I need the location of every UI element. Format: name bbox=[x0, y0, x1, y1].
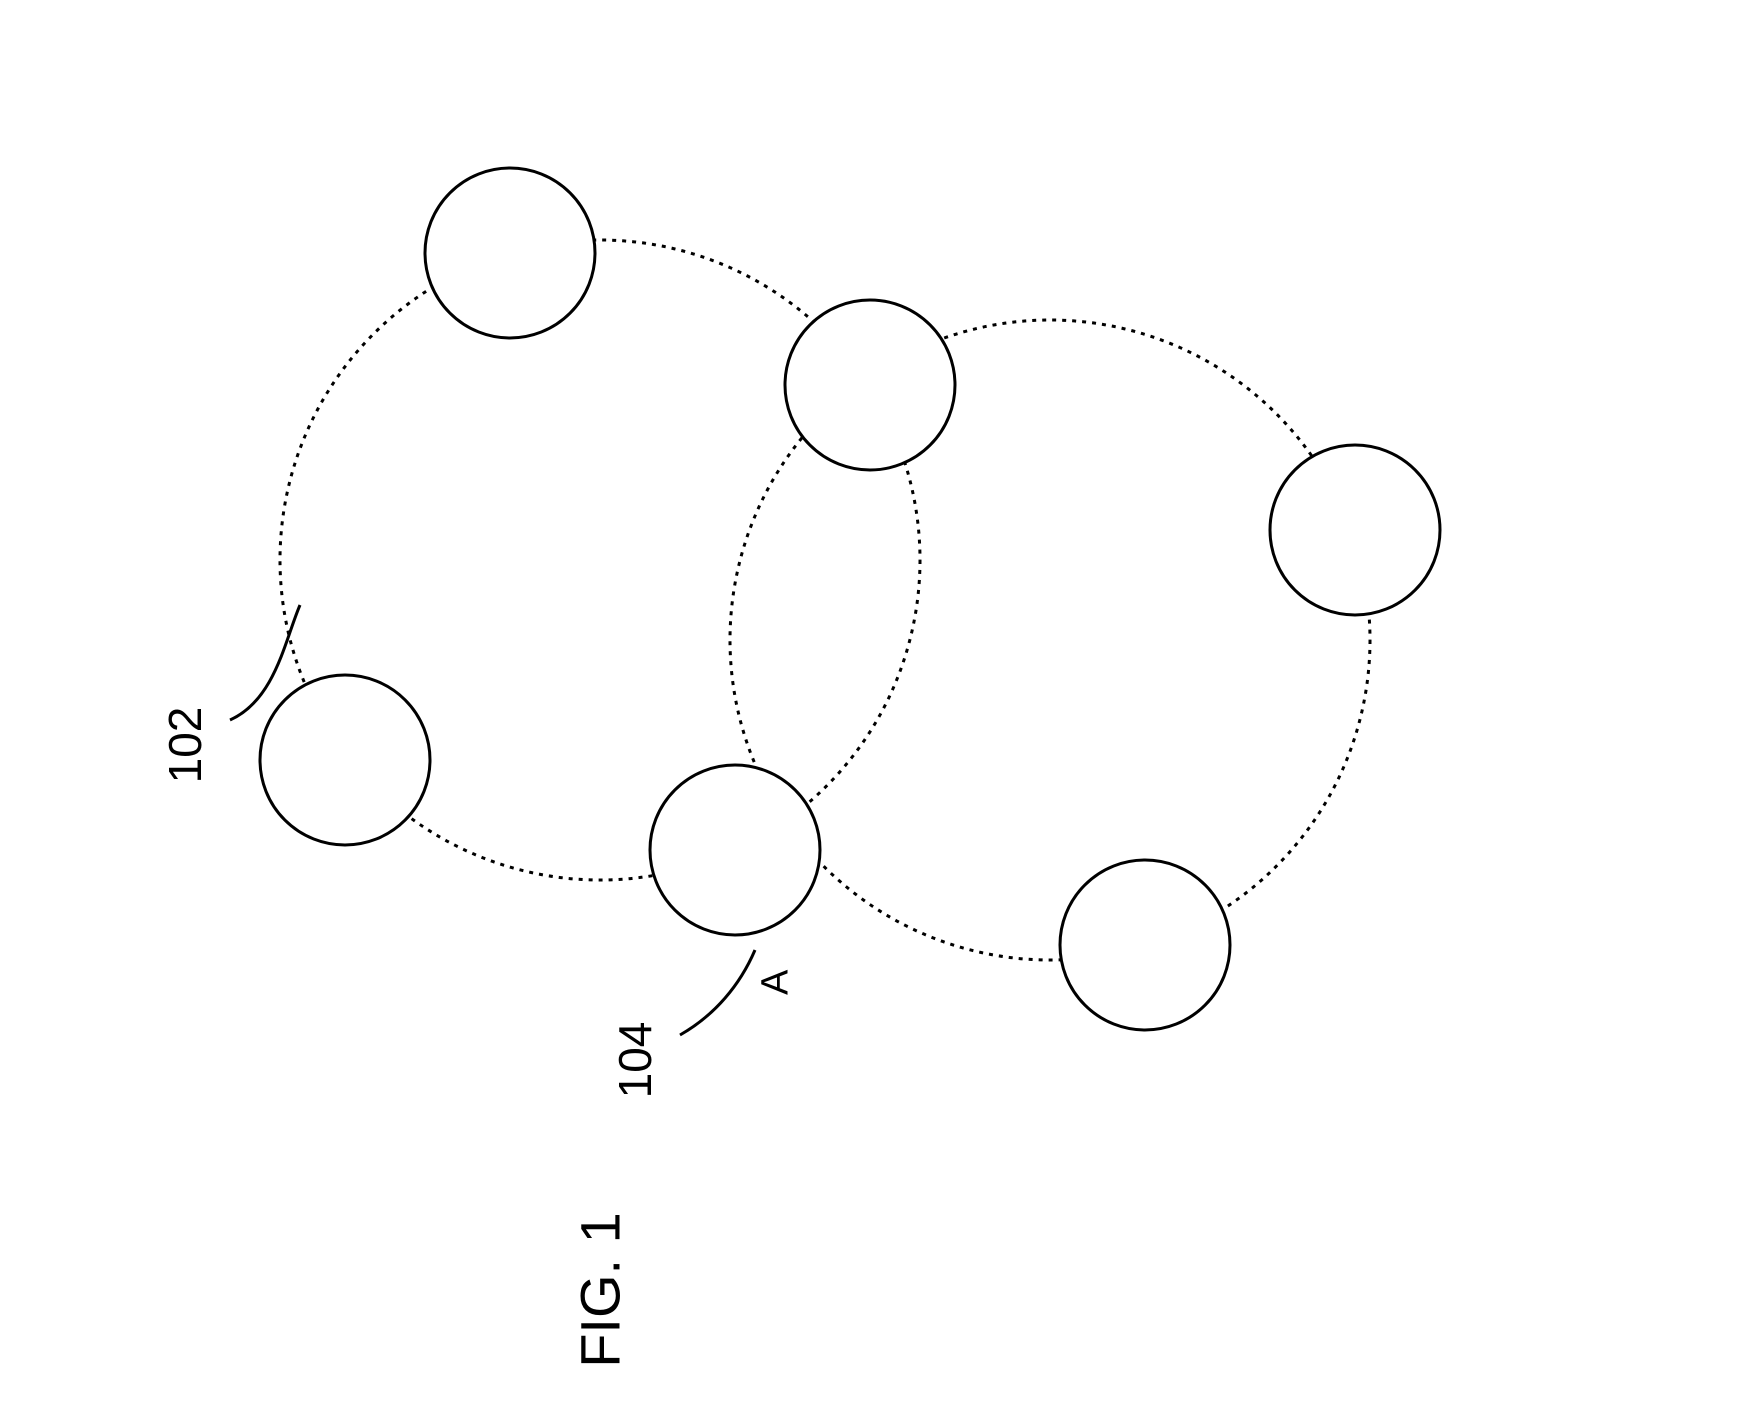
node-F: F bbox=[1060, 860, 1375, 1410]
node-circle-B bbox=[785, 300, 955, 470]
node-label-A: A bbox=[754, 969, 796, 995]
node-E: E bbox=[1270, 445, 1745, 1410]
callout-leader-104 bbox=[680, 950, 755, 1035]
node-B: B bbox=[785, 300, 1384, 1410]
node-D: D bbox=[0, 675, 430, 1410]
node-circle-F bbox=[1060, 860, 1230, 1030]
node-circle-A bbox=[425, 168, 595, 338]
node-circle-D bbox=[260, 675, 430, 845]
node-circle-E bbox=[1270, 445, 1440, 615]
callout-label-102: 102 bbox=[159, 707, 211, 784]
figure-label: FIG. 1 bbox=[569, 1212, 632, 1368]
callout-label-104: 104 bbox=[609, 1022, 661, 1099]
node-circle-C bbox=[650, 765, 820, 935]
callout-104: 104 bbox=[609, 950, 755, 1098]
figure-svg: ABCDEF102104FIG. 1 bbox=[0, 0, 1745, 1410]
